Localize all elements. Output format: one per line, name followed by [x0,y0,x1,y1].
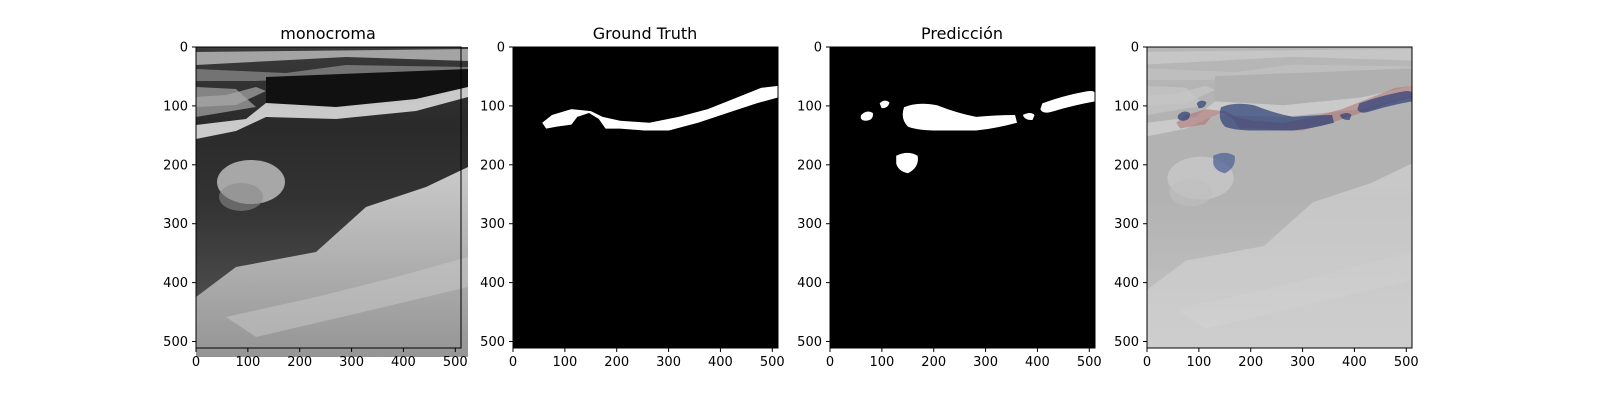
x-ticks-2: 0 100 200 300 400 500 [509,348,785,370]
x-tick-label: 400 [1342,355,1367,370]
y-tick-label: 400 [797,276,822,291]
overlay-prediction [1177,91,1412,174]
y-tick-label: 100 [480,99,505,114]
x-tick-label: 400 [391,355,416,370]
x-tick-label: 500 [1077,355,1102,370]
x-tick-label: 400 [708,355,733,370]
x-tick-label: 0 [192,355,200,370]
x-tick-label: 100 [869,355,894,370]
y-tick-label: 300 [797,217,822,232]
y-tick-label: 0 [180,41,188,56]
x-tick-label: 300 [656,355,681,370]
panel-ground-truth: Ground Truth 0 100 200 300 400 500 0 100 200 300… [480,24,785,370]
y-tick-label: 100 [1114,99,1139,114]
panel-monocroma: monocroma 0 100 200 300 400 500 0 100 200 300 400… [163,24,468,370]
y-tick-label: 400 [480,276,505,291]
x-tick-label: 200 [604,355,629,370]
panel-frame-3 [829,46,1096,349]
x-tick-label: 200 [287,355,312,370]
y-tick-label: 200 [797,158,822,173]
x-ticks-1: 0 100 200 300 400 500 [192,348,468,370]
y-tick-label: 400 [163,276,188,291]
x-tick-label: 400 [1025,355,1050,370]
y-tick-label: 0 [814,41,822,56]
x-tick-label: 100 [1186,355,1211,370]
y-tick-label: 100 [797,99,822,114]
y-tick-label: 300 [163,217,188,232]
x-ticks-4: 0 100 200 300 400 500 [1143,348,1419,370]
panel-title-2: Ground Truth [593,24,698,43]
x-tick-label: 0 [509,355,517,370]
y-ticks-1: 0 100 200 300 400 500 [163,41,196,350]
x-tick-label: 200 [1238,355,1263,370]
y-tick-label: 0 [497,41,505,56]
panel-title-1: monocroma [280,24,376,43]
x-tick-label: 300 [1290,355,1315,370]
x-ticks-3: 0 100 200 300 400 500 [826,348,1102,370]
y-tick-label: 500 [163,335,188,350]
y-tick-label: 500 [797,335,822,350]
x-tick-label: 100 [552,355,577,370]
x-tick-label: 500 [760,355,785,370]
x-tick-label: 300 [973,355,998,370]
panel-frame-1 [195,46,462,349]
panel-title-3: Predicción [921,24,1003,43]
y-tick-label: 300 [480,217,505,232]
y-tick-label: 300 [1114,217,1139,232]
x-tick-label: 500 [443,355,468,370]
y-tick-label: 200 [480,158,505,173]
y-ticks-3: 0 100 200 300 400 500 [797,41,830,350]
mask-background-3 [830,47,1095,348]
x-tick-label: 0 [826,355,834,370]
y-tick-label: 500 [1114,335,1139,350]
x-tick-label: 500 [1394,355,1419,370]
y-tick-label: 200 [163,158,188,173]
y-tick-label: 500 [480,335,505,350]
y-ticks-2: 0 100 200 300 400 500 [480,41,513,350]
mask-background-2 [513,47,778,348]
x-tick-label: 100 [235,355,260,370]
y-ticks-4: 0 100 200 300 400 500 [1114,41,1147,350]
panel-overlay: 0 100 200 300 400 500 0 100 200 300 400 500 [1114,41,1419,371]
y-tick-label: 400 [1114,276,1139,291]
x-tick-label: 0 [1143,355,1151,370]
x-tick-label: 200 [921,355,946,370]
panel-prediccion: Predicción 0 100 200 300 400 500 0 100 200 300 40… [797,24,1102,370]
y-tick-label: 200 [1114,158,1139,173]
x-tick-label: 300 [339,355,364,370]
panel-frame-4 [1146,46,1413,349]
y-tick-label: 0 [1131,41,1139,56]
y-tick-label: 100 [163,99,188,114]
panel-frame-2 [512,46,779,349]
